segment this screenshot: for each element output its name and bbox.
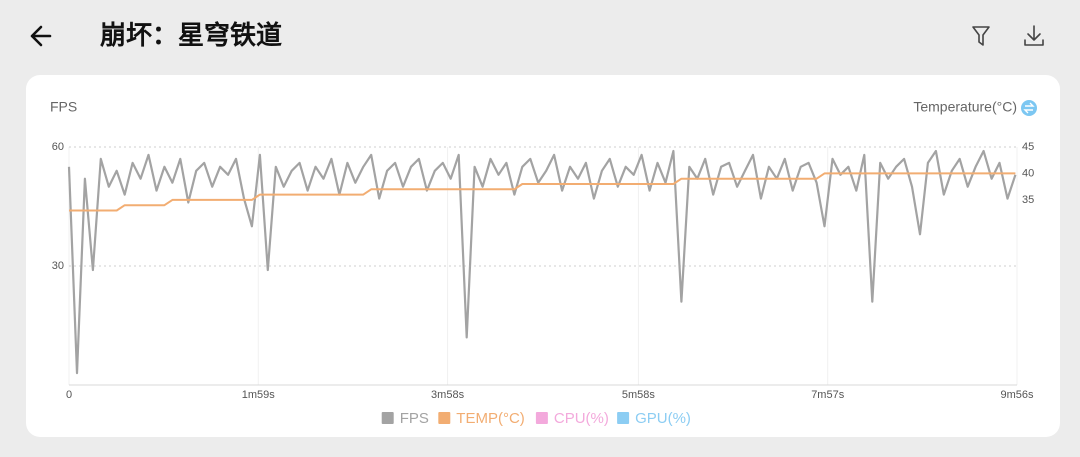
legend-swatch (617, 412, 630, 424)
legend-label: GPU(%) (635, 410, 691, 427)
x-tick-label: 0 (66, 389, 72, 401)
y2-tick-label: 35 (1022, 194, 1034, 206)
legend-swatch (381, 412, 394, 424)
y2-tick-label: 40 (1022, 167, 1034, 179)
axis-swap-button[interactable] (1021, 100, 1037, 116)
legend-item[interactable]: FPS (381, 410, 429, 427)
y-tick-label: 30 (52, 260, 64, 272)
legend-label: CPU(%) (554, 410, 609, 427)
legend-swatch (438, 412, 451, 424)
y2-tick-label: 45 (1022, 141, 1034, 153)
chart-card (26, 75, 1060, 437)
x-tick-label: 9m56s (1000, 389, 1034, 401)
x-tick-label: 7m57s (811, 389, 845, 401)
series-line (69, 172, 1016, 212)
page-title: 崩坏：星穹铁道 (100, 20, 282, 50)
legend: FPS TEMP(°C) CPU(%) GPU(%) (381, 410, 691, 427)
legend-label: FPS (400, 410, 429, 427)
legend-item[interactable]: GPU(%) (617, 410, 691, 427)
legend-item[interactable]: CPU(%) (535, 410, 609, 427)
y-tick-label: 60 (52, 141, 64, 153)
plot: 0 1m59s 3m58s 5m58s 7m57s 9m56s 60 30 45 40 35 (52, 141, 1035, 401)
filter-button[interactable] (972, 26, 990, 46)
legend-swatch (535, 412, 548, 424)
x-tick-label: 5m58s (622, 389, 656, 401)
x-tick-label: 1m59s (242, 389, 276, 401)
y2-axis-title: Temperature(°C) (913, 99, 1017, 115)
legend-item[interactable]: TEMP(°C) (438, 410, 525, 427)
legend-label: TEMP(°C) (456, 410, 525, 427)
back-button[interactable] (30, 25, 52, 47)
download-button[interactable] (1024, 25, 1044, 46)
y-axis-title: FPS (50, 99, 77, 115)
series-line (67, 149, 1017, 375)
x-tick-label: 3m58s (431, 389, 465, 401)
